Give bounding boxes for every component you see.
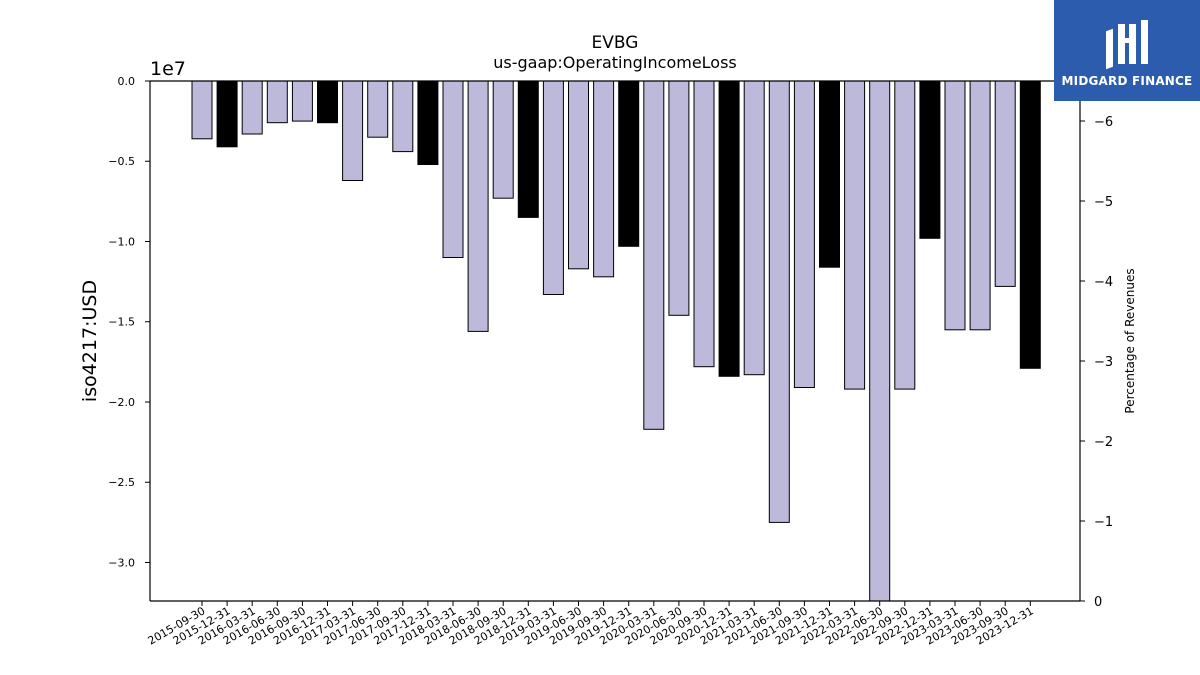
bar-2021-12-31 — [819, 80, 840, 268]
y-tick-label: −3.0 — [108, 556, 135, 569]
bar-2022-09-30 — [894, 80, 916, 390]
bar-2022-06-30 — [869, 80, 891, 602]
y-tick-label: −1.5 — [108, 316, 135, 329]
chart-subtitle: us-gaap:OperatingIncomeLoss — [493, 53, 737, 72]
y-tick-label: −2.5 — [108, 476, 135, 489]
y2-axis-label: Percentage of Revenues — [1123, 268, 1137, 413]
bar-2015-12-31 — [216, 80, 238, 148]
bar-2020-12-31 — [718, 80, 740, 377]
bar-2022-12-31 — [919, 80, 941, 239]
bar-2016-03-31 — [241, 80, 263, 135]
bar-2017-06-30 — [367, 80, 389, 138]
y-tick-label: −2.0 — [108, 396, 135, 409]
y-tick-label: −0.5 — [108, 155, 135, 168]
bar-2019-03-31 — [542, 80, 564, 295]
y-ticks: 0.0 −0.5 −1.0 −1.5 −2.0 −2.5 −3.0 — [108, 75, 150, 569]
chart-title: EVBG — [592, 33, 639, 53]
bar-2018-09-30 — [492, 80, 514, 199]
bar-2017-12-31 — [417, 80, 439, 165]
bar-2017-03-31 — [342, 80, 364, 181]
bar-2020-03-31 — [643, 80, 665, 430]
y2-tick-label: −2 — [1094, 435, 1113, 450]
y2-tick-label: 0 — [1094, 595, 1102, 610]
midgard-finance-logo: MIDGARD FINANCE — [1054, 0, 1200, 101]
bar-2022-03-31 — [844, 80, 866, 390]
logo-text: MIDGARD FINANCE — [1061, 74, 1193, 88]
bar-2021-06-30 — [768, 80, 790, 523]
y2-tick-label: −1 — [1094, 515, 1113, 530]
bar-2019-06-30 — [568, 80, 589, 270]
y-axis-label: iso4217:USD — [79, 280, 101, 402]
x-ticks: 2015-09-302015-12-312016-03-312016-06-30… — [146, 601, 1036, 648]
bar-2016-06-30 — [266, 80, 288, 124]
y2-ticks: 0 −1 −2 −3 −4 −5 −6 — [1080, 115, 1113, 610]
bar-2021-09-30 — [793, 80, 815, 388]
bar-2023-03-31 — [944, 80, 966, 331]
bar-2016-09-30 — [291, 80, 313, 122]
bar-2021-03-31 — [743, 80, 765, 376]
y2-tick-label: −4 — [1094, 275, 1113, 290]
bar-2018-03-31 — [442, 80, 464, 258]
y2-tick-label: −6 — [1094, 115, 1113, 130]
bar-2019-12-31 — [618, 80, 640, 247]
bar-2018-12-31 — [517, 80, 539, 218]
bar-2018-06-30 — [467, 80, 489, 332]
bar-group — [191, 80, 1041, 602]
y-tick-label: −1.0 — [108, 235, 135, 248]
bar-2023-12-31 — [1019, 80, 1041, 369]
bar-2023-09-30 — [994, 80, 1016, 287]
bar-2015-09-30 — [191, 80, 213, 140]
y2-tick-label: −5 — [1094, 195, 1113, 210]
y-tick-label: 0.0 — [118, 75, 136, 88]
bar-2023-06-30 — [969, 80, 991, 331]
axes — [149, 80, 1081, 602]
bar-2017-09-30 — [392, 80, 414, 153]
bar-2016-12-31 — [317, 80, 338, 124]
y2-tick-label: −3 — [1094, 355, 1113, 370]
bar-2020-06-30 — [668, 80, 690, 316]
bar-2019-09-30 — [593, 80, 615, 278]
y-offset-label: 1e7 — [150, 58, 186, 80]
bar-2020-09-30 — [693, 80, 715, 368]
midgard-logo-icon — [1106, 20, 1148, 70]
